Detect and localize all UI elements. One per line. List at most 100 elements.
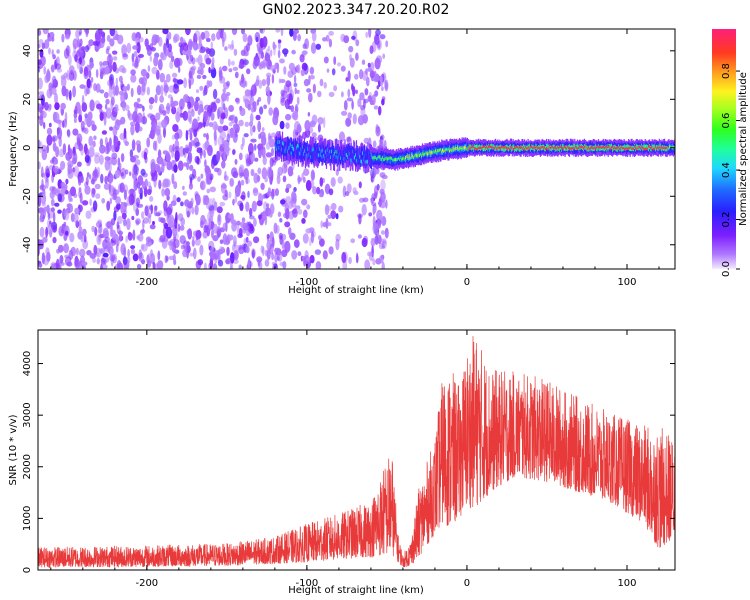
spectrogram-noise-cell (247, 190, 250, 198)
spectrogram-noise-cell (39, 226, 45, 238)
spectrogram-noise-cell (355, 89, 358, 95)
spectrogram-noise-cell (252, 249, 255, 259)
spectrogram-noise-cell (131, 61, 135, 67)
spectrogram-signal-cell (326, 149, 328, 158)
spectrogram-noise-cell (206, 188, 211, 194)
spectrogram-noise-cell (328, 38, 332, 48)
spectrogram-signal-cell (281, 141, 284, 150)
snr-x-tick-label: -200 (135, 578, 158, 589)
spectrogram-signal-cell (416, 153, 418, 157)
spectrogram-y-tick-label: 0 (22, 145, 33, 151)
spectrogram-noise-cell (266, 191, 272, 197)
spectrogram-noise-cell (377, 40, 381, 49)
spectrogram-signal-cell (361, 159, 363, 164)
spectrogram-noise-cell (135, 220, 140, 226)
spectrogram-signal-cell (624, 148, 626, 151)
spectrogram-signal-cell (345, 153, 347, 162)
spectrogram-noise-cell (126, 42, 132, 54)
spectrogram-noise-cell (60, 186, 66, 197)
spectrogram-noise-cell (210, 41, 214, 49)
spectrogram-signal-cell (392, 158, 394, 162)
spectrogram-signal-cell (575, 145, 577, 148)
spectrogram-noise-cell (84, 185, 91, 195)
spectrogram-noise-cell (99, 89, 105, 94)
spectrogram-signal-cell (398, 156, 400, 160)
spectrogram-noise-cell (291, 191, 297, 201)
spectrogram-signal-cell (378, 155, 380, 159)
spectrogram-noise-cell (171, 134, 176, 140)
spectrogram-signal-cell (305, 148, 307, 153)
spectrogram-noise-cell (279, 261, 285, 267)
spectrogram-noise-cell (222, 194, 229, 201)
spectrogram-noise-cell (184, 199, 190, 207)
spectrogram-signal-cell (328, 142, 330, 157)
spectrogram-noise-cell (76, 60, 80, 70)
spectrogram-signal-cell (502, 146, 505, 149)
spectrogram-noise-cell (50, 263, 57, 269)
spectrogram-signal-cell (561, 147, 563, 150)
spectrogram-noise-cell (120, 202, 125, 214)
spectrogram-signal-cell (294, 152, 296, 157)
spectrogram-noise-cell (109, 126, 113, 131)
spectrogram-noise-cell (186, 210, 190, 218)
spectrogram-signal-cell (538, 146, 540, 149)
spectrogram-noise-cell (211, 62, 215, 70)
spectrogram-signal-cell (389, 156, 391, 160)
spectrogram-noise-cell (149, 104, 153, 110)
spectrogram-signal-cell (466, 147, 468, 151)
spectrogram-noise-cell (245, 236, 249, 243)
spectrogram-noise-cell (116, 203, 121, 210)
spectrogram-noise-cell (146, 137, 151, 148)
snr-x-tick-label: -100 (296, 578, 319, 589)
spectrogram-signal-cell (571, 147, 573, 150)
spectrogram-noise-cell (198, 35, 202, 48)
spectrogram-signal-cell (369, 155, 372, 164)
spectrogram-noise-cell (178, 42, 183, 48)
snr-x-tick-label: 0 (464, 578, 470, 589)
spectrogram-noise-cell (230, 114, 236, 124)
spectrogram-noise-cell (99, 144, 106, 154)
spectrogram-noise-cell (199, 149, 203, 156)
spectrogram-signal-cell (384, 158, 386, 161)
spectrogram-signal-cell (476, 143, 478, 150)
spectrogram-noise-cell (351, 83, 354, 91)
spectrogram-noise-cell (188, 200, 193, 209)
spectrogram-noise-cell (155, 85, 162, 96)
spectrogram-signal-cell (480, 147, 483, 150)
snr-x-ticks: -200 -100 0 100 (50, 330, 660, 589)
spectrogram-noise-cell (137, 203, 144, 208)
spectrogram-noise-cell (57, 193, 63, 202)
spectrogram-noise-cell (217, 214, 221, 222)
spectrogram-signal-cell (369, 150, 371, 165)
spectrogram-signal-cell (483, 145, 485, 148)
spectrogram-noise-cell (183, 77, 188, 89)
spectrogram-noise-cell (44, 101, 49, 111)
spectrogram-noise-cell (79, 192, 83, 204)
spectrogram-signal-cell (594, 147, 596, 150)
spectrogram-signal-cell (485, 147, 487, 150)
spectrogram-noise-cell (266, 74, 271, 87)
spectrogram-noise-cell (293, 82, 298, 87)
spectrogram-noise-cell (46, 251, 51, 262)
spectrogram-signal-cell (482, 145, 484, 148)
spectrogram-noise-cell (288, 62, 295, 71)
spectrogram-signal-cell (281, 141, 284, 145)
spectrogram-noise-cell (89, 99, 95, 112)
spectrogram-signal-cell (569, 147, 571, 150)
spectrogram-noise-cell (240, 179, 245, 186)
spectrogram-signal-cell (397, 157, 399, 161)
spectrogram-noise-cell (40, 94, 46, 106)
spectrogram-signal-cell (424, 152, 426, 156)
spectrogram-signal-cell (279, 140, 281, 144)
spectrogram-noise-cell (280, 94, 285, 103)
spectrogram-noise-cell (338, 131, 346, 142)
spectrogram-noise-cell (250, 152, 256, 163)
spectrogram-noise-cell (80, 175, 84, 183)
spectrogram-noise-cell (58, 262, 65, 266)
spectrogram-noise-cell (311, 132, 317, 138)
spectrogram-noise-cell (306, 204, 311, 210)
spectrogram-signal-cell (289, 145, 291, 150)
spectrogram-noise-cell (69, 204, 73, 213)
spectrogram-signal-cell (627, 144, 629, 150)
spectrogram-noise-cell (98, 29, 103, 35)
